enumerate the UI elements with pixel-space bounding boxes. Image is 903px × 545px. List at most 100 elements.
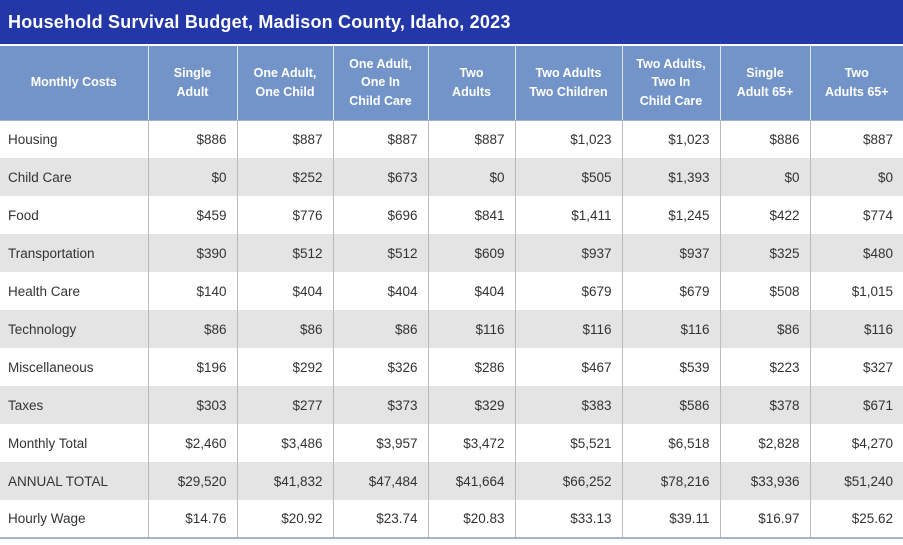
value-cell: $586 [621, 386, 720, 424]
value-cell: $1,393 [621, 158, 720, 196]
value-cell: $2,460 [147, 424, 237, 462]
value-cell: $404 [332, 272, 428, 310]
table-row-taxes: Taxes $303 $277 $373 $329 $383 $586 $378… [0, 386, 903, 424]
budget-table: Monthly Costs Single Adult One Adult, On… [0, 46, 903, 539]
value-cell: $673 [332, 158, 428, 196]
value-cell: $671 [809, 386, 903, 424]
value-cell: $39.11 [621, 500, 720, 538]
column-header-two-adults: Two Adults [427, 46, 515, 121]
row-label-cell: Housing [0, 120, 148, 158]
value-cell: $886 [147, 120, 237, 158]
value-cell: $116 [514, 310, 622, 348]
row-label-cell: Transportation [0, 234, 148, 272]
table-row-transportation: Transportation $390 $512 $512 $609 $937 … [0, 234, 903, 272]
value-cell: $86 [236, 310, 333, 348]
value-cell: $480 [809, 234, 903, 272]
value-cell: $887 [809, 120, 903, 158]
value-cell: $0 [147, 158, 237, 196]
column-header-two-adults-two-children: Two Adults Two Children [514, 46, 622, 121]
row-label-cell: Monthly Total [0, 424, 148, 462]
value-cell: $4,270 [809, 424, 903, 462]
row-label-cell: Miscellaneous [0, 348, 148, 386]
value-cell: $327 [809, 348, 903, 386]
value-cell: $679 [621, 272, 720, 310]
row-label-cell: Technology [0, 310, 148, 348]
value-cell: $86 [147, 310, 237, 348]
table-row-food: Food $459 $776 $696 $841 $1,411 $1,245 $… [0, 196, 903, 234]
value-cell: $887 [236, 120, 333, 158]
value-cell: $886 [719, 120, 810, 158]
value-cell: $404 [427, 272, 515, 310]
value-cell: $3,486 [236, 424, 333, 462]
value-cell: $937 [514, 234, 622, 272]
value-cell: $47,484 [332, 462, 428, 500]
value-cell: $66,252 [514, 462, 622, 500]
value-cell: $78,216 [621, 462, 720, 500]
page-title: Household Survival Budget, Madison Count… [8, 11, 511, 32]
value-cell: $404 [236, 272, 333, 310]
value-cell: $609 [427, 234, 515, 272]
value-cell: $0 [809, 158, 903, 196]
header-row: Monthly Costs Single Adult One Adult, On… [0, 46, 903, 121]
value-cell: $679 [514, 272, 622, 310]
table-row-child-care: Child Care $0 $252 $673 $0 $505 $1,393 $… [0, 158, 903, 196]
value-cell: $29,520 [147, 462, 237, 500]
value-cell: $3,472 [427, 424, 515, 462]
value-cell: $467 [514, 348, 622, 386]
value-cell: $33,936 [719, 462, 810, 500]
value-cell: $277 [236, 386, 333, 424]
value-cell: $696 [332, 196, 428, 234]
value-cell: $116 [427, 310, 515, 348]
column-header-single-adult: Single Adult [147, 46, 237, 121]
value-cell: $252 [236, 158, 333, 196]
table-row-health-care: Health Care $140 $404 $404 $404 $679 $67… [0, 272, 903, 310]
value-cell: $5,521 [514, 424, 622, 462]
column-header-single-adult-65: Single Adult 65+ [719, 46, 810, 121]
value-cell: $508 [719, 272, 810, 310]
table-row-hourly-wage: Hourly Wage $14.76 $20.92 $23.74 $20.83 … [0, 500, 903, 538]
row-label-cell: Hourly Wage [0, 500, 148, 538]
value-cell: $390 [147, 234, 237, 272]
value-cell: $887 [427, 120, 515, 158]
value-cell: $51,240 [809, 462, 903, 500]
value-cell: $422 [719, 196, 810, 234]
table-row-housing: Housing $886 $887 $887 $887 $1,023 $1,02… [0, 120, 903, 158]
row-label-cell: Child Care [0, 158, 148, 196]
value-cell: $116 [809, 310, 903, 348]
row-label-cell: Health Care [0, 272, 148, 310]
value-cell: $459 [147, 196, 237, 234]
value-cell: $223 [719, 348, 810, 386]
value-cell: $512 [332, 234, 428, 272]
value-cell: $14.76 [147, 500, 237, 538]
value-cell: $326 [332, 348, 428, 386]
column-header-two-adults-65: Two Adults 65+ [809, 46, 903, 121]
value-cell: $25.62 [809, 500, 903, 538]
table-row-monthly-total: Monthly Total $2,460 $3,486 $3,957 $3,47… [0, 424, 903, 462]
value-cell: $1,015 [809, 272, 903, 310]
value-cell: $937 [621, 234, 720, 272]
value-cell: $16.97 [719, 500, 810, 538]
value-cell: $512 [236, 234, 333, 272]
value-cell: $383 [514, 386, 622, 424]
value-cell: $41,832 [236, 462, 333, 500]
value-cell: $1,411 [514, 196, 622, 234]
value-cell: $325 [719, 234, 810, 272]
table-row-annual-total: ANNUAL TOTAL $29,520 $41,832 $47,484 $41… [0, 462, 903, 500]
value-cell: $378 [719, 386, 810, 424]
value-cell: $41,664 [427, 462, 515, 500]
value-cell: $1,245 [621, 196, 720, 234]
value-cell: $140 [147, 272, 237, 310]
value-cell: $3,957 [332, 424, 428, 462]
column-header-monthly-costs: Monthly Costs [0, 46, 148, 121]
value-cell: $841 [427, 196, 515, 234]
value-cell: $303 [147, 386, 237, 424]
row-label-cell: Taxes [0, 386, 148, 424]
row-label-cell: ANNUAL TOTAL [0, 462, 148, 500]
value-cell: $887 [332, 120, 428, 158]
value-cell: $116 [621, 310, 720, 348]
value-cell: $539 [621, 348, 720, 386]
value-cell: $0 [719, 158, 810, 196]
value-cell: $776 [236, 196, 333, 234]
value-cell: $196 [147, 348, 237, 386]
value-cell: $286 [427, 348, 515, 386]
